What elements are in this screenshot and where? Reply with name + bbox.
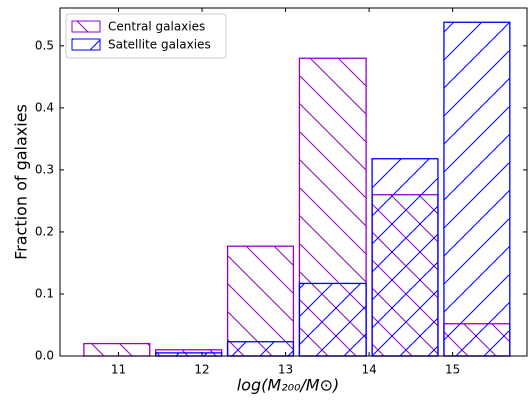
y-tick-label: 0.4 xyxy=(35,100,54,114)
bar xyxy=(443,21,511,357)
x-tick-label: 14 xyxy=(361,363,376,377)
bar xyxy=(226,341,295,357)
x-tick-label: 15 xyxy=(445,363,460,377)
plot-frame xyxy=(59,7,528,357)
legend-swatch xyxy=(71,38,101,51)
legend-label: Satellite galaxies xyxy=(108,38,211,52)
y-tick-label: 0.1 xyxy=(35,286,54,300)
y-tick-label: 0.3 xyxy=(35,162,54,176)
y-axis-label: Fraction of galaxies xyxy=(12,104,31,260)
legend-label: Central galaxies xyxy=(108,20,205,34)
x-tick-label: 12 xyxy=(194,363,209,377)
x-tick-label: 11 xyxy=(111,363,126,377)
x-axis-label: log(M₂₀₀/M⊙) xyxy=(237,376,340,395)
legend-box xyxy=(65,13,227,59)
x-tick-label: 13 xyxy=(278,363,293,377)
bar xyxy=(371,158,439,357)
y-tick-label: 0.2 xyxy=(35,224,54,238)
bar xyxy=(226,245,295,357)
y-tick-label: 0.5 xyxy=(35,38,54,52)
legend-swatch xyxy=(71,20,101,33)
bar xyxy=(83,342,151,357)
bar xyxy=(298,282,367,357)
y-tick-label: 0.0 xyxy=(35,349,54,363)
